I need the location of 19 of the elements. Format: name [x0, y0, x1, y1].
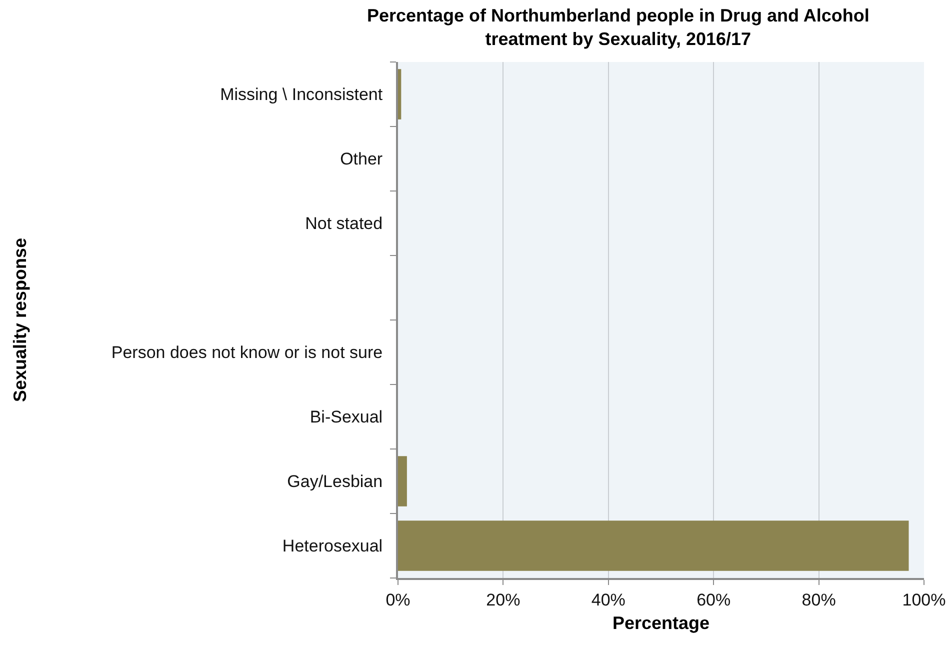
- y-tick-label: Not stated: [305, 214, 383, 234]
- y-tick-label: Other: [340, 150, 383, 169]
- bar: [398, 69, 402, 120]
- bar: [398, 520, 909, 571]
- x-tick-label: 40%: [591, 590, 626, 610]
- y-tick-label: Heterosexual: [282, 536, 383, 556]
- bar: [398, 456, 407, 506]
- y-tick-label: Gay/Lesbian: [287, 472, 383, 492]
- y-tick-label: Bi-Sexual: [310, 408, 383, 427]
- x-tick-label: 80%: [802, 590, 836, 610]
- x-tick-label: 60%: [696, 590, 731, 610]
- x-tick-label: 100%: [902, 590, 946, 610]
- x-axis-title: Percentage: [612, 613, 710, 633]
- x-tick-label: 0%: [386, 590, 410, 610]
- chart-title: Percentage of Northumberland people in Drug and Alcohol treatment by Sexuality, 2016/17: [366, 6, 870, 49]
- y-axis-title: Sexuality response: [10, 238, 30, 402]
- y-tick-label: Person does not know or is not sure: [111, 343, 383, 362]
- y-tick-label: Missing \ Inconsistent: [220, 85, 383, 104]
- x-tick-label: 20%: [486, 590, 520, 610]
